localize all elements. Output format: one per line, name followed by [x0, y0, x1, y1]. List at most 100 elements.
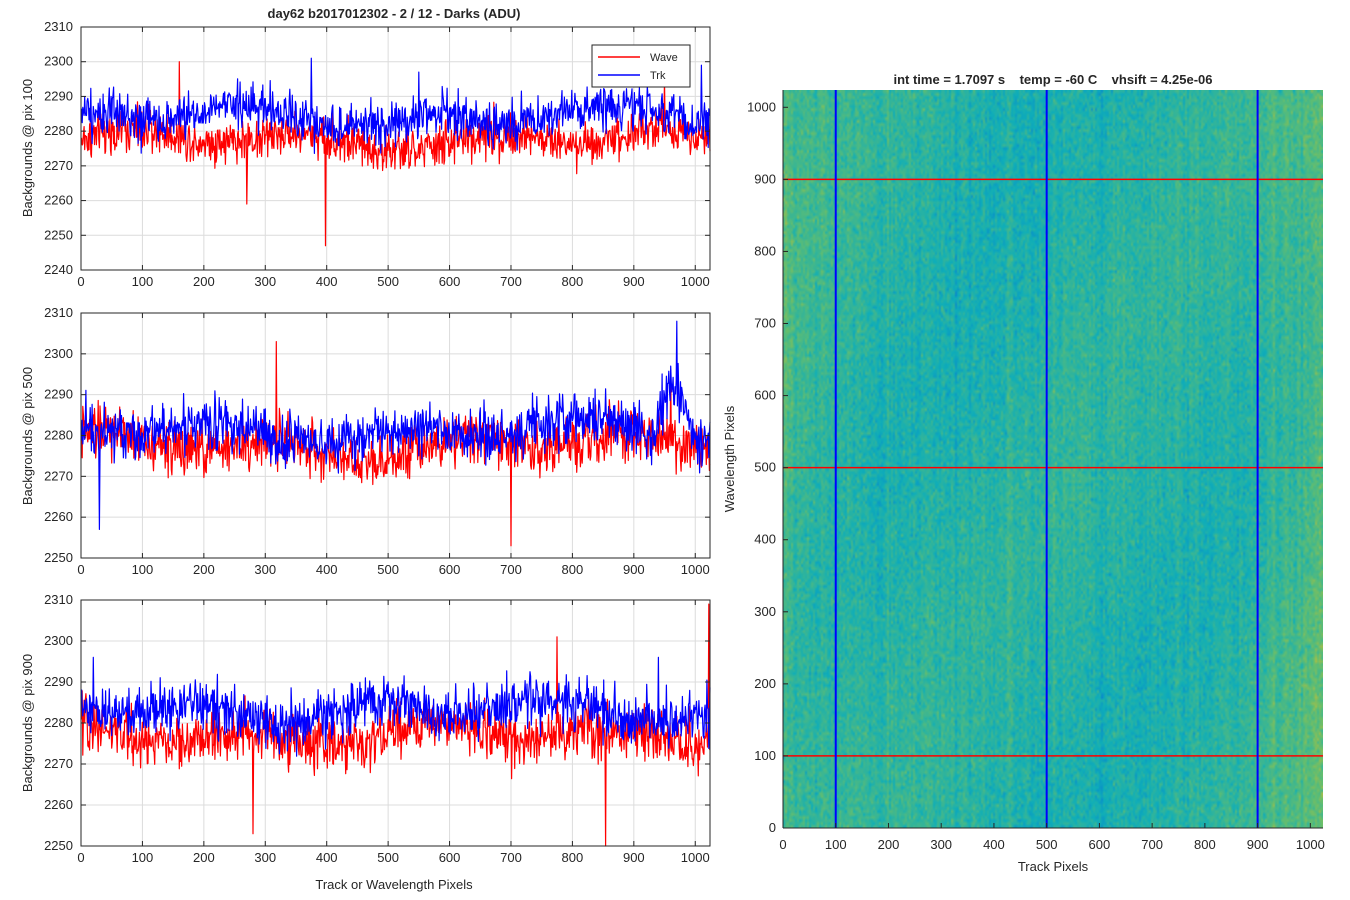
- series-line-trk: [81, 57, 711, 154]
- x-tick-label: 900: [623, 274, 645, 289]
- x-tick-label: 400: [316, 850, 338, 865]
- x-tick-label: 100: [132, 562, 154, 577]
- y-tick-label: 800: [754, 243, 776, 258]
- series-line-wave: [81, 61, 711, 247]
- y-tick-label: 2300: [44, 346, 73, 361]
- x-tick-label: 200: [878, 837, 900, 852]
- x-tick-label: 0: [77, 562, 84, 577]
- y-tick-label: 2250: [44, 227, 73, 242]
- heatmap-title: int time = 1.7097 s temp = -60 C vhsift …: [893, 72, 1212, 87]
- x-tick-label: 600: [439, 562, 461, 577]
- axes-frame: [80, 26, 711, 271]
- legend-label-wave: Wave: [650, 52, 678, 64]
- heatmap-image: [783, 90, 1323, 828]
- x-tick-label: 300: [254, 850, 276, 865]
- x-tick-label: 700: [1141, 837, 1163, 852]
- x-tick-label: 500: [377, 274, 399, 289]
- y-tick-label: 2250: [44, 550, 73, 565]
- y-tick-label: 2260: [44, 509, 73, 524]
- x-tick-label: 700: [500, 562, 522, 577]
- y-tick-label: 200: [754, 676, 776, 691]
- shared-xlabel: Track or Wavelength Pixels: [315, 877, 473, 892]
- x-tick-label: 900: [623, 562, 645, 577]
- x-tick-label: 200: [193, 562, 215, 577]
- x-tick-label: 100: [132, 850, 154, 865]
- x-tick-label: 800: [562, 850, 584, 865]
- x-tick-label: 400: [316, 562, 338, 577]
- x-tick-label: 900: [1247, 837, 1269, 852]
- x-tick-label: 0: [77, 850, 84, 865]
- figure-title: day62 b2017012302 - 2 / 12 - Darks (ADU): [268, 6, 521, 21]
- y-tick-label: 700: [754, 316, 776, 331]
- x-tick-label: 100: [132, 274, 154, 289]
- panel-3-ylabel: Backgrounds @ pix 900: [20, 654, 35, 792]
- x-tick-label: 700: [500, 274, 522, 289]
- y-tick-label: 500: [754, 460, 776, 475]
- y-tick-label: 2290: [44, 674, 73, 689]
- y-tick-label: 300: [754, 604, 776, 619]
- x-tick-label: 800: [1194, 837, 1216, 852]
- x-tick-label: 400: [983, 837, 1005, 852]
- y-tick-label: 2310: [44, 19, 73, 34]
- legend: Wave Trk: [591, 44, 691, 88]
- y-tick-label: 600: [754, 388, 776, 403]
- y-tick-label: 900: [754, 171, 776, 186]
- y-tick-label: 2300: [44, 633, 73, 648]
- y-tick-label: 2280: [44, 715, 73, 730]
- x-tick-label: 1000: [681, 562, 710, 577]
- x-tick-label: 500: [1036, 837, 1058, 852]
- heatmap-panel: int time = 1.7097 s temp = -60 C vhsift …: [722, 72, 1325, 874]
- y-tick-label: 2290: [44, 387, 73, 402]
- y-tick-label: 2250: [44, 838, 73, 853]
- y-tick-label: 1000: [747, 99, 776, 114]
- x-tick-label: 800: [562, 274, 584, 289]
- y-tick-label: 2270: [44, 158, 73, 173]
- x-tick-label: 600: [1089, 837, 1111, 852]
- y-tick-label: 2270: [44, 756, 73, 771]
- x-tick-label: 0: [779, 837, 786, 852]
- y-tick-label: 2260: [44, 193, 73, 208]
- line-panel-pix-500: 2250 2260 2270 2280 2290 2300 2310 0 100 200 300 40…: [20, 305, 711, 577]
- x-tick-label: 1000: [681, 274, 710, 289]
- x-tick-label: 800: [562, 562, 584, 577]
- x-tick-label: 500: [377, 850, 399, 865]
- panel-2-ylabel: Backgrounds @ pix 500: [20, 367, 35, 505]
- series-line-wave: [81, 341, 711, 547]
- y-tick-label: 100: [754, 748, 776, 763]
- x-tick-label: 500: [377, 562, 399, 577]
- x-tick-label: 600: [439, 850, 461, 865]
- x-tick-label: 900: [623, 850, 645, 865]
- x-tick-label: 200: [193, 274, 215, 289]
- x-tick-label: 300: [930, 837, 952, 852]
- y-tick-label: 2280: [44, 123, 73, 138]
- y-tick-label: 0: [769, 820, 776, 835]
- x-tick-label: 100: [825, 837, 847, 852]
- x-tick-label: 400: [316, 274, 338, 289]
- y-tick-label: 2290: [44, 88, 73, 103]
- y-tick-label: 2300: [44, 54, 73, 69]
- y-tick-label: 2310: [44, 305, 73, 320]
- x-tick-label: 700: [500, 850, 522, 865]
- panel-1-ylabel: Backgrounds @ pix 100: [20, 79, 35, 217]
- y-tick-label: 400: [754, 532, 776, 547]
- heatmap-xlabel: Track Pixels: [1018, 859, 1089, 874]
- y-tick-label: 2260: [44, 797, 73, 812]
- legend-box: [591, 44, 691, 88]
- x-tick-label: 300: [254, 562, 276, 577]
- heatmap-ylabel: Wavelength Pixels: [722, 405, 737, 512]
- series-line-wave: [81, 603, 711, 847]
- x-tick-label: 0: [77, 274, 84, 289]
- line-panel-pix-900: 2250 2260 2270 2280 2290 2300 2310 0 100 200 300 40…: [20, 592, 711, 865]
- series-line-trk: [81, 656, 711, 757]
- y-tick-label: 2240: [44, 262, 73, 277]
- x-tick-label: 300: [254, 274, 276, 289]
- x-tick-label: 1000: [681, 850, 710, 865]
- y-tick-label: 2270: [44, 468, 73, 483]
- x-tick-label: 200: [193, 850, 215, 865]
- y-tick-label: 2280: [44, 428, 73, 443]
- y-tick-label: 2310: [44, 592, 73, 607]
- x-tick-label: 600: [439, 274, 461, 289]
- legend-label-trk: Trk: [650, 70, 666, 82]
- x-tick-label: 1000: [1296, 837, 1325, 852]
